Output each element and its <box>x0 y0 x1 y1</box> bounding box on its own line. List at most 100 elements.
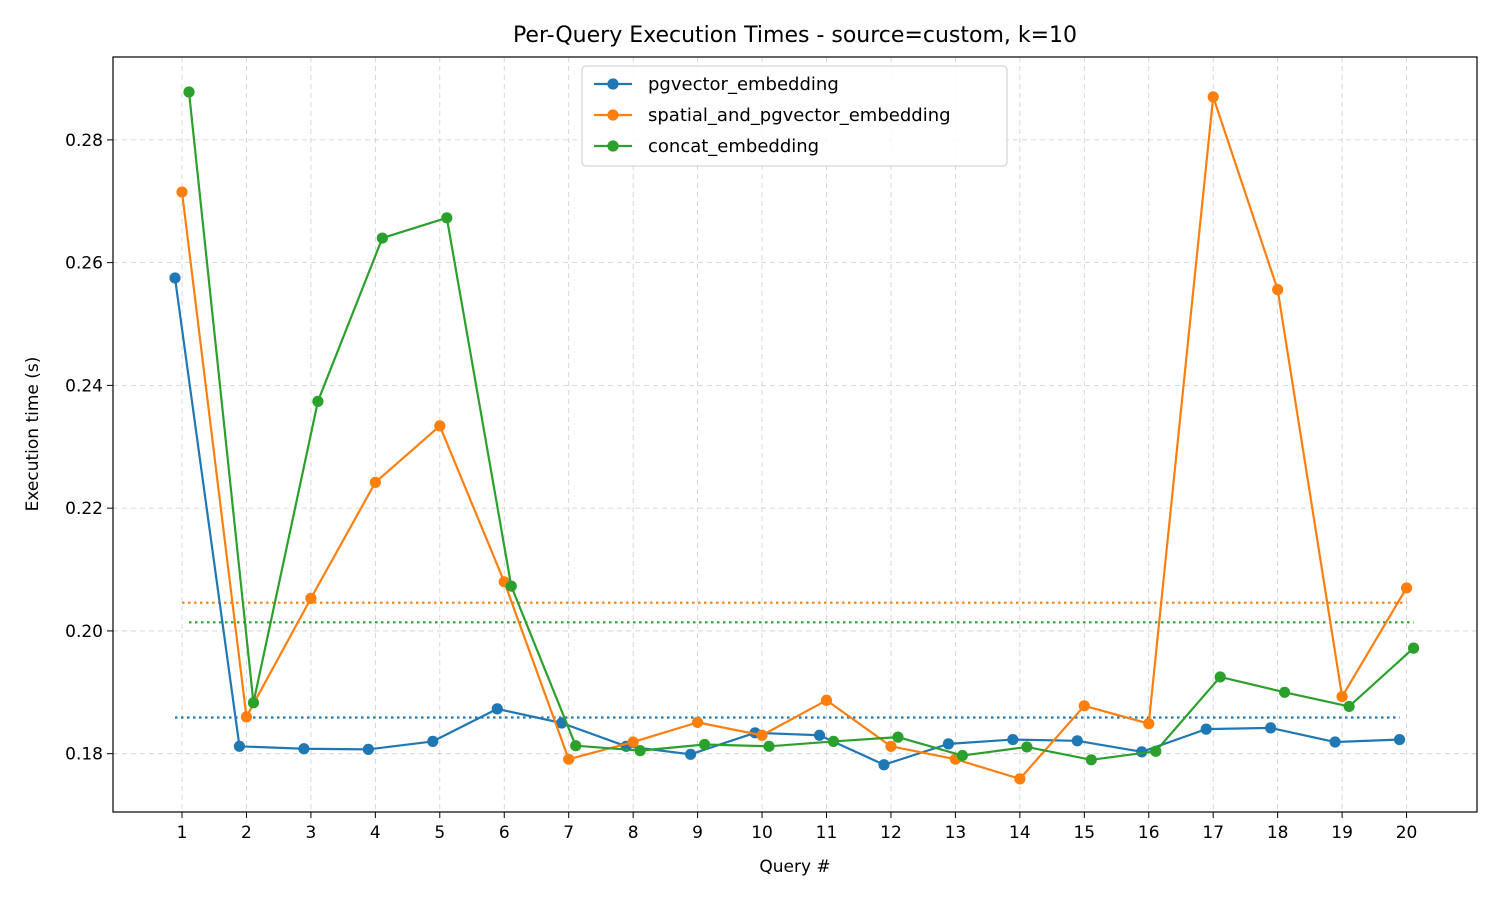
x-tick-label: 19 <box>1331 823 1353 843</box>
x-tick-label: 9 <box>692 823 703 843</box>
data-point <box>1279 686 1291 698</box>
data-point <box>427 735 439 748</box>
data-point <box>247 697 260 709</box>
x-tick-label: 17 <box>1202 823 1224 843</box>
data-point <box>491 703 503 715</box>
chart-title: Per-Query Execution Times - source=custo… <box>513 23 1077 48</box>
data-point <box>1078 700 1090 712</box>
data-point <box>1343 700 1355 713</box>
x-tick-label: 2 <box>241 823 252 843</box>
data-point <box>634 745 646 757</box>
x-tick-label: 11 <box>816 823 838 843</box>
data-point <box>1329 736 1341 748</box>
data-point <box>942 738 955 750</box>
mean-lines <box>175 601 1414 719</box>
data-point <box>1265 722 1277 734</box>
data-point <box>1200 723 1212 735</box>
y-tick-label: 0.26 <box>65 254 103 274</box>
data-point <box>1071 735 1083 747</box>
data-point <box>699 738 711 751</box>
data-point <box>956 749 969 762</box>
legend-marker <box>607 140 619 152</box>
data-point <box>763 740 775 752</box>
data-point <box>434 420 446 432</box>
x-tick-label: 5 <box>434 823 445 843</box>
data-point <box>369 476 381 488</box>
data-point <box>1014 773 1026 785</box>
data-point <box>376 232 388 244</box>
y-tick-label: 0.28 <box>65 131 103 151</box>
data-point <box>563 753 575 765</box>
series-line <box>187 91 1415 761</box>
y-tick-label: 0.22 <box>65 499 103 519</box>
data-point <box>813 729 826 741</box>
data-point <box>1272 284 1284 296</box>
x-tick-label: 1 <box>177 823 188 843</box>
x-tick-label: 7 <box>563 823 574 843</box>
legend-item: spatial_and_pgvector_embedding <box>594 105 951 126</box>
x-tick-label: 14 <box>1009 823 1031 843</box>
data-point <box>827 735 840 748</box>
data-point <box>1007 733 1019 746</box>
data-point <box>441 212 453 224</box>
data-point <box>312 395 324 407</box>
data-point <box>1207 91 1219 103</box>
series-group <box>183 86 1420 766</box>
data-point <box>692 716 704 728</box>
legend-label: spatial_and_pgvector_embedding <box>648 105 951 126</box>
data-point <box>570 740 582 752</box>
data-point <box>1085 754 1097 766</box>
data-point <box>169 272 181 284</box>
legend-box <box>581 65 1008 167</box>
x-tick-label: 13 <box>945 823 967 843</box>
data-point <box>756 729 768 741</box>
x-tick-label: 10 <box>751 823 773 843</box>
x-tick-label: 8 <box>628 823 639 843</box>
legend-item: concat_embedding <box>594 136 819 157</box>
data-point <box>892 731 904 743</box>
data-point <box>878 759 890 771</box>
y-axis-label: Execution time (s) <box>23 357 43 512</box>
legend-label: pgvector_embedding <box>648 74 839 95</box>
y-tick-label: 0.18 <box>65 745 103 765</box>
legend-marker <box>607 78 619 90</box>
data-point <box>1393 733 1406 746</box>
legend: pgvector_embedding spatial_and_pgvector_e… <box>581 65 1008 167</box>
x-tick-label: 6 <box>499 823 510 843</box>
legend-marker <box>607 109 619 121</box>
series-line <box>180 95 1408 780</box>
x-tick-label: 18 <box>1267 823 1289 843</box>
legend-label: concat_embedding <box>648 136 819 157</box>
data-point <box>305 592 317 604</box>
data-point <box>1407 642 1420 654</box>
data-point <box>1214 671 1226 683</box>
x-tick-label: 3 <box>305 823 316 843</box>
x-axis-label: Query # <box>759 857 830 877</box>
data-point <box>1400 582 1413 594</box>
data-point <box>1336 691 1348 703</box>
data-point <box>298 743 310 755</box>
data-point <box>1150 745 1162 757</box>
plot-frame <box>112 56 1478 813</box>
series-line <box>173 277 1400 766</box>
x-tick-label: 12 <box>880 823 902 843</box>
grid-lines <box>113 57 1477 812</box>
data-point <box>1143 718 1155 730</box>
data-point <box>685 748 697 760</box>
x-tick-label: 15 <box>1073 823 1095 843</box>
series-layer <box>169 86 1420 785</box>
y-tick-label: 0.24 <box>65 376 103 396</box>
x-tick-label: 20 <box>1396 823 1418 843</box>
y-tick-label: 0.20 <box>65 622 103 642</box>
data-point <box>183 86 195 98</box>
data-point <box>233 740 246 752</box>
data-point <box>820 694 833 706</box>
axis-ticks: 1 2 3 4 5 6 7 8 9 10 11 12 13 14 15 16 17 18 19 200.180.200… <box>65 131 1417 843</box>
data-point <box>240 711 253 723</box>
legend-item: pgvector_embedding <box>594 74 839 95</box>
x-tick-label: 4 <box>370 823 381 843</box>
data-point <box>505 580 517 592</box>
data-point <box>885 740 897 752</box>
